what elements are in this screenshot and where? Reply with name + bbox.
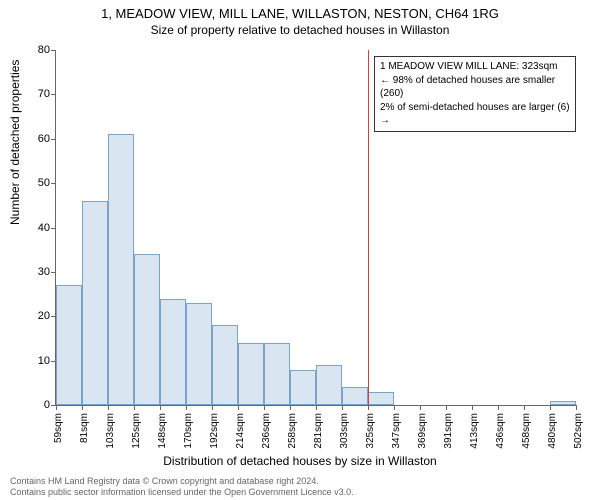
xtick-label: 258sqm [287, 413, 298, 449]
histogram-bar [134, 254, 160, 405]
ytick-label: 30 [20, 266, 50, 278]
chart-area: 0102030405060708059sqm81sqm103sqm125sqm1… [55, 50, 575, 405]
xtick-mark [368, 405, 369, 410]
histogram-bar [238, 343, 264, 405]
xtick-label: 391sqm [443, 413, 454, 449]
histogram-bar [212, 325, 238, 405]
xtick-mark [316, 405, 317, 410]
xtick-mark [238, 405, 239, 410]
plot-region: 0102030405060708059sqm81sqm103sqm125sqm1… [55, 50, 576, 406]
chart-subtitle: Size of property relative to detached ho… [0, 21, 600, 37]
histogram-bar [186, 303, 212, 405]
xtick-mark [186, 405, 187, 410]
x-axis-label: Distribution of detached houses by size … [0, 454, 600, 468]
xtick-mark [394, 405, 395, 410]
histogram-bar [82, 201, 108, 405]
xtick-mark [212, 405, 213, 410]
infobox-line3: 2% of semi-detached houses are larger (6… [380, 101, 570, 128]
xtick-mark [498, 405, 499, 410]
histogram-bar [160, 299, 186, 406]
ytick-label: 70 [20, 88, 50, 100]
ytick-label: 60 [20, 133, 50, 145]
ytick-label: 50 [20, 177, 50, 189]
histogram-bar [368, 392, 394, 405]
histogram-bar [290, 370, 316, 406]
footer-line1: Contains HM Land Registry data © Crown c… [10, 476, 354, 486]
ytick-label: 0 [20, 399, 50, 411]
ytick-label: 40 [20, 222, 50, 234]
ytick-label: 10 [20, 355, 50, 367]
xtick-label: 125sqm [131, 413, 142, 449]
xtick-mark [420, 405, 421, 410]
xtick-label: 81sqm [79, 413, 90, 443]
xtick-label: 236sqm [261, 413, 272, 449]
xtick-mark [56, 405, 57, 410]
xtick-mark [472, 405, 473, 410]
infobox-line2: ← 98% of detached houses are smaller (26… [380, 74, 570, 101]
xtick-label: 103sqm [105, 413, 116, 449]
xtick-label: 502sqm [573, 413, 584, 449]
xtick-label: 59sqm [53, 413, 64, 443]
histogram-bar [550, 401, 576, 405]
xtick-mark [134, 405, 135, 410]
xtick-mark [160, 405, 161, 410]
xtick-mark [264, 405, 265, 410]
xtick-label: 214sqm [235, 413, 246, 449]
xtick-label: 347sqm [391, 413, 402, 449]
xtick-label: 480sqm [547, 413, 558, 449]
xtick-label: 458sqm [521, 413, 532, 449]
xtick-mark [290, 405, 291, 410]
xtick-label: 281sqm [313, 413, 324, 449]
chart-title: 1, MEADOW VIEW, MILL LANE, WILLASTON, NE… [0, 0, 600, 21]
ytick-mark [51, 50, 56, 51]
histogram-bar [108, 134, 134, 405]
footer-attribution: Contains HM Land Registry data © Crown c… [10, 476, 354, 497]
infobox: 1 MEADOW VIEW MILL LANE: 323sqm← 98% of … [374, 56, 576, 132]
ytick-mark [51, 183, 56, 184]
xtick-mark [576, 405, 577, 410]
xtick-label: 325sqm [365, 413, 376, 449]
ytick-mark [51, 139, 56, 140]
histogram-bar [342, 387, 368, 405]
ytick-mark [51, 272, 56, 273]
ytick-label: 80 [20, 44, 50, 56]
xtick-mark [524, 405, 525, 410]
histogram-bar [264, 343, 290, 405]
xtick-mark [550, 405, 551, 410]
reference-line [368, 50, 369, 405]
ytick-mark [51, 94, 56, 95]
xtick-label: 170sqm [183, 413, 194, 449]
xtick-label: 436sqm [495, 413, 506, 449]
ytick-mark [51, 228, 56, 229]
xtick-label: 413sqm [469, 413, 480, 449]
histogram-bar [316, 365, 342, 405]
histogram-bar [56, 285, 82, 405]
xtick-mark [82, 405, 83, 410]
xtick-mark [446, 405, 447, 410]
footer-line2: Contains public sector information licen… [10, 487, 354, 497]
xtick-label: 369sqm [417, 413, 428, 449]
infobox-line1: 1 MEADOW VIEW MILL LANE: 323sqm [380, 60, 570, 74]
xtick-label: 192sqm [209, 413, 220, 449]
xtick-label: 148sqm [157, 413, 168, 449]
xtick-label: 303sqm [339, 413, 350, 449]
xtick-mark [108, 405, 109, 410]
ytick-label: 20 [20, 310, 50, 322]
xtick-mark [342, 405, 343, 410]
